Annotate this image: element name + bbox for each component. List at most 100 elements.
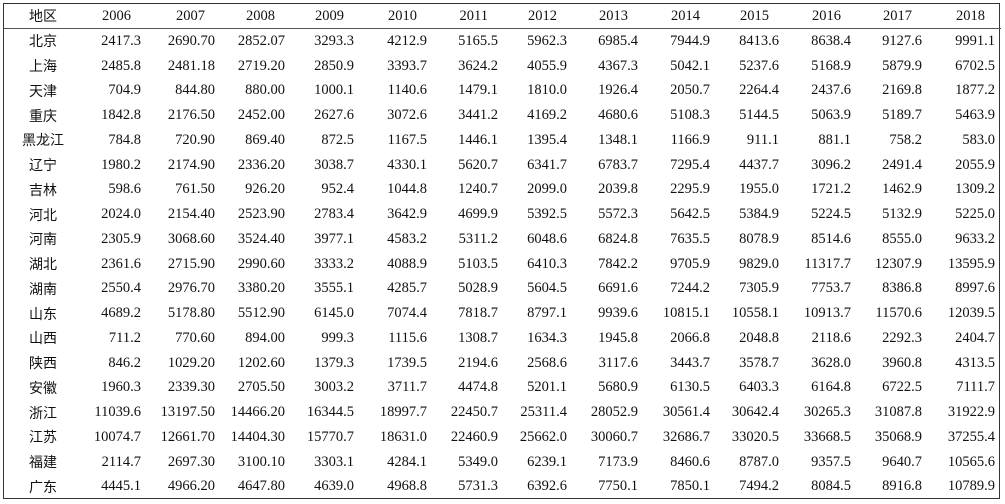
value-cell: 5620.7 [458, 156, 498, 173]
value-cell: 2114.7 [101, 453, 141, 470]
value-cell: 3117.6 [598, 354, 638, 371]
value-cell: 3003.2 [314, 379, 354, 396]
value-cell: 5063.9 [811, 107, 851, 124]
value-cell: 3393.7 [387, 57, 427, 74]
value-cell: 18631.0 [379, 428, 427, 445]
value-cell: 1955.0 [739, 181, 779, 198]
value-cell: 5384.9 [739, 206, 779, 223]
value-cell: 5731.3 [458, 478, 498, 495]
header-year: 2015 [716, 4, 785, 29]
value-cell: 10074.7 [93, 428, 141, 445]
header-year: 2017 [857, 4, 928, 29]
table-row: 重庆 1842.8 2176.50 2452.00 2627.6 3072.6 3441.2… [4, 103, 1001, 128]
value-cell: 2099.0 [527, 181, 567, 198]
value-cell: 7295.4 [670, 156, 710, 173]
value-cell: 5604.5 [527, 280, 567, 297]
value-cell: 4212.9 [387, 32, 427, 49]
value-cell: 911.1 [746, 131, 779, 148]
value-cell: 8997.6 [955, 280, 995, 297]
value-cell: 1721.2 [811, 181, 851, 198]
value-cell: 1462.9 [882, 181, 922, 198]
header-year: 2007 [147, 4, 221, 29]
value-cell: 8916.8 [882, 478, 922, 495]
value-cell: 2039.8 [598, 181, 638, 198]
table-row: 安徽 1960.3 2339.30 2705.50 3003.2 3711.7 4474.8… [4, 376, 1001, 401]
value-cell: 2118.6 [811, 329, 851, 346]
value-cell: 7842.2 [598, 255, 638, 272]
value-cell: 1395.4 [527, 131, 567, 148]
value-cell: 4284.1 [387, 453, 427, 470]
value-cell: 1166.9 [670, 131, 710, 148]
value-cell: 3711.7 [387, 379, 427, 396]
value-cell: 1309.2 [955, 181, 995, 198]
value-cell: 3443.7 [670, 354, 710, 371]
header-year: 2006 [82, 4, 147, 29]
value-cell: 4055.9 [527, 57, 567, 74]
value-cell: 28052.9 [590, 404, 638, 421]
value-cell: 9640.7 [882, 453, 922, 470]
value-cell: 5132.9 [882, 206, 922, 223]
value-cell: 2452.00 [237, 107, 285, 124]
value-cell: 14404.30 [230, 428, 285, 445]
value-cell: 4169.2 [527, 107, 567, 124]
value-cell: 8078.9 [739, 230, 779, 247]
value-cell: 846.2 [108, 354, 141, 371]
region-cell: 江苏 [29, 430, 57, 447]
value-cell: 5349.0 [458, 453, 498, 470]
value-cell: 1634.3 [527, 329, 567, 346]
value-cell: 12661.70 [160, 428, 215, 445]
value-cell: 5224.5 [811, 206, 851, 223]
header-year: 2008 [221, 4, 291, 29]
value-cell: 11317.7 [804, 255, 851, 272]
value-cell: 7494.2 [739, 478, 779, 495]
value-cell: 5201.1 [527, 379, 567, 396]
value-cell: 869.40 [245, 131, 285, 148]
value-cell: 5392.5 [527, 206, 567, 223]
value-cell: 5028.9 [458, 280, 498, 297]
value-cell: 2485.8 [101, 57, 141, 74]
region-cell: 湖南 [29, 281, 57, 298]
value-cell: 22450.7 [450, 404, 498, 421]
value-cell: 2523.90 [237, 206, 285, 223]
value-cell: 1029.20 [167, 354, 215, 371]
table-row: 山西 711.2 770.60 894.00 999.3 1115.6 1308.7 1634… [4, 326, 1001, 351]
value-cell: 7173.9 [598, 453, 638, 470]
table-row: 黑龙江 784.8 720.90 869.40 872.5 1167.5 1446.1 139… [4, 128, 1001, 153]
value-cell: 4583.2 [387, 230, 427, 247]
value-cell: 7111.7 [956, 379, 995, 396]
value-cell: 3524.40 [237, 230, 285, 247]
value-cell: 7850.1 [670, 478, 710, 495]
table-row: 江苏 10074.7 12661.70 14404.30 15770.7 18631.0 2… [4, 425, 1001, 450]
value-cell: 3072.6 [387, 107, 427, 124]
table-row: 山东 4689.2 5178.80 5512.90 6145.0 7074.4 7818.7… [4, 301, 1001, 326]
value-cell: 1980.2 [101, 156, 141, 173]
value-cell: 2990.60 [237, 255, 285, 272]
region-cell: 吉林 [29, 182, 57, 199]
value-cell: 30561.4 [662, 404, 710, 421]
value-cell: 3960.8 [882, 354, 922, 371]
value-cell: 9939.6 [598, 305, 638, 322]
value-cell: 4313.5 [955, 354, 995, 371]
table-row: 河北 2024.0 2154.40 2523.90 2783.4 3642.9 4699.9… [4, 202, 1001, 227]
value-cell: 894.00 [245, 329, 285, 346]
value-cell: 5042.1 [670, 57, 710, 74]
value-cell: 6239.1 [527, 453, 567, 470]
value-cell: 7635.5 [670, 230, 710, 247]
value-cell: 6130.5 [670, 379, 710, 396]
value-cell: 2705.50 [237, 379, 285, 396]
value-cell: 6410.3 [527, 255, 567, 272]
region-cell: 陕西 [29, 356, 57, 373]
value-cell: 8514.6 [811, 230, 851, 247]
value-cell: 2481.18 [167, 57, 215, 74]
value-cell: 8084.5 [811, 478, 851, 495]
value-cell: 5168.9 [811, 57, 851, 74]
value-cell: 30060.7 [590, 428, 638, 445]
value-cell: 2715.90 [167, 255, 215, 272]
region-cell: 广东 [29, 479, 57, 496]
value-cell: 758.2 [889, 131, 922, 148]
region-cell: 山东 [29, 306, 57, 323]
value-cell: 5642.5 [670, 206, 710, 223]
value-cell: 2627.6 [314, 107, 354, 124]
value-cell: 6824.8 [598, 230, 638, 247]
value-cell: 5189.7 [882, 107, 922, 124]
